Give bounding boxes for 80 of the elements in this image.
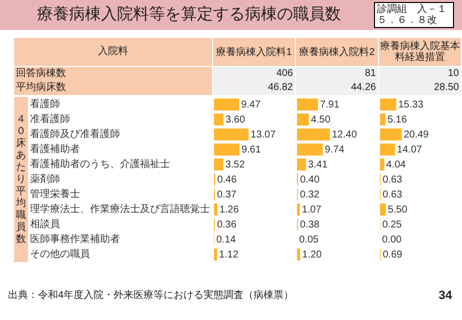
data-label: 0.37 — [216, 189, 237, 200]
text: 入院料 — [14, 38, 212, 66]
bar — [297, 114, 309, 126]
bar — [297, 144, 323, 156]
bar — [297, 248, 300, 260]
data-label: 0.63 — [382, 189, 403, 200]
data-label: 9.74 — [324, 144, 345, 156]
bar — [297, 128, 330, 140]
bar — [214, 248, 217, 260]
data-label: 12.40 — [332, 129, 358, 140]
bar — [214, 144, 240, 156]
data-label: 14.07 — [396, 144, 422, 156]
text: 34 — [438, 288, 452, 302]
data-label: 0.46 — [217, 174, 238, 186]
data-label: 13.07 — [250, 129, 276, 140]
bar — [380, 98, 396, 110]
text: 平均病床数 — [14, 81, 212, 95]
text: ４０床あたり平均職員数 — [16, 114, 26, 244]
bar — [297, 98, 318, 110]
bar — [214, 204, 218, 216]
chart-title: 療養病棟入院料等を算定する病棟の職員数 — [36, 4, 342, 25]
text: 406 — [213, 67, 295, 81]
y-tick-label: その他の職員 — [30, 248, 91, 262]
data-label: 3.41 — [308, 159, 328, 170]
bar — [214, 128, 249, 140]
bar — [214, 158, 224, 170]
data-label: 5.16 — [387, 114, 408, 126]
text: 81 — [296, 67, 378, 81]
data-label: 9.61 — [241, 144, 262, 156]
data-label: 0.63 — [382, 174, 403, 186]
y-tick-label: 相談員 — [30, 218, 61, 232]
y-tick-label: 薬剤師 — [30, 172, 61, 187]
data-label: 1.20 — [302, 249, 322, 260]
y-tick-label: 看護師及び准看護師 — [30, 128, 121, 142]
stamp-box: 診調組 入－１ ５．６．８改 — [374, 2, 454, 28]
data-label: 3.60 — [226, 114, 246, 126]
bar — [297, 158, 306, 170]
bar — [214, 98, 240, 110]
data-label: 0.36 — [216, 219, 237, 230]
y-tick-label: 理学療法士、作業療法士及び言語聴覚士 — [30, 202, 211, 217]
y-tick-label: 看護補助者 — [30, 142, 81, 157]
data-label: 0.00 — [382, 234, 402, 246]
data-label: 1.07 — [302, 204, 322, 216]
y-tick-label: 看護師 — [30, 98, 61, 112]
data-label: 1.12 — [218, 249, 239, 260]
data-label: 0.40 — [300, 174, 320, 186]
bar — [297, 204, 300, 216]
y-tick-label: 管理栄養士 — [30, 188, 81, 202]
data-label: 0.69 — [382, 249, 403, 260]
y-tick-label: 看護補助者のうち、介護福祉士 — [30, 158, 171, 172]
y-tick-label: 准看護師 — [30, 112, 71, 127]
bar — [380, 204, 386, 216]
data-label: 0.32 — [300, 189, 320, 200]
bar — [214, 114, 224, 126]
data-label: 0.25 — [382, 219, 402, 230]
bar — [380, 128, 402, 140]
data-label: 4.50 — [310, 114, 331, 126]
data-label: 20.49 — [404, 129, 430, 140]
text: 44.26 — [296, 81, 378, 95]
data-label: 0.14 — [216, 234, 236, 246]
data-label: 7.91 — [320, 99, 340, 110]
text: 46.82 — [213, 81, 295, 95]
text: 回答病棟数 — [14, 67, 212, 81]
data-label: 4.04 — [386, 159, 406, 170]
data-label: 0.38 — [300, 219, 320, 230]
bar — [380, 144, 395, 156]
bar — [380, 158, 384, 170]
text: 28.50 — [379, 81, 461, 95]
x-axis-title: 療養病棟入院料1 — [216, 46, 292, 58]
text: 10 — [379, 67, 461, 81]
data-label: 15.33 — [398, 99, 424, 110]
x-axis-title: 療養病棟入院料2 — [299, 46, 375, 58]
bar — [380, 114, 386, 126]
source-note: 出典：令和4年度入院・外来医療等における実態調査（病棟票） — [8, 290, 294, 302]
y-tick-label: 医師事務作業補助者 — [30, 232, 121, 247]
data-label: 9.47 — [241, 99, 261, 110]
data-label: 3.52 — [225, 159, 246, 170]
data-label: 5.50 — [388, 204, 408, 216]
data-label: 1.26 — [219, 204, 240, 216]
data-label: 0.05 — [299, 234, 320, 246]
